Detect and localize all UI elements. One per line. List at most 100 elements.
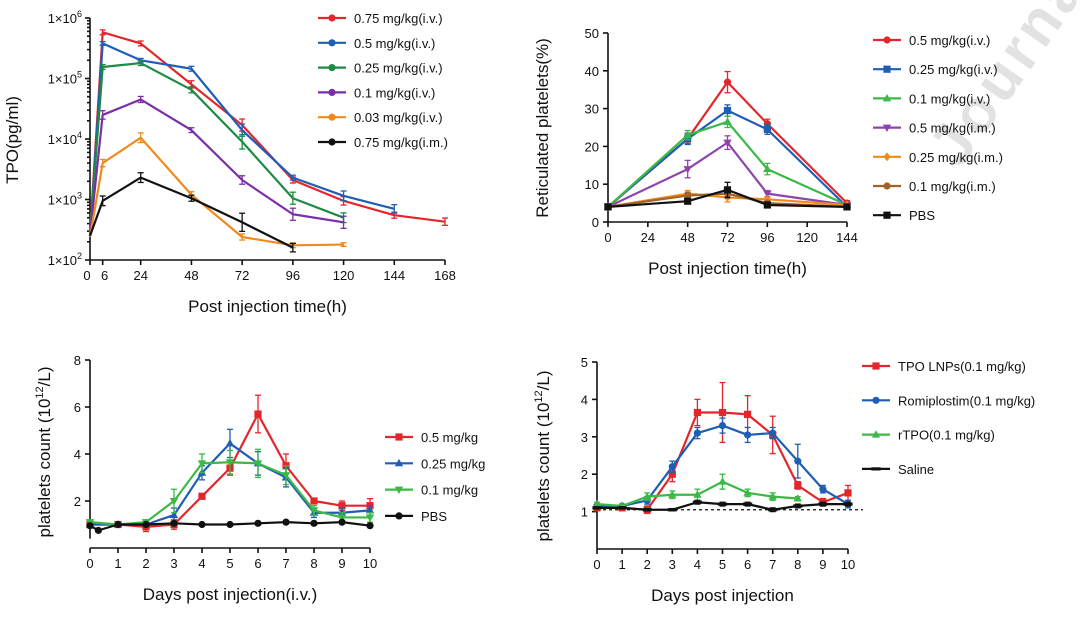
legend-label: 0.25 mg/kg(i.v.) xyxy=(909,62,998,77)
legend-item-saline: Saline xyxy=(862,462,934,477)
y-tick-label: 1×104 xyxy=(48,130,82,147)
legend-item-0-5-mg-kg-i-m: 0.5 mg/kg(i.m.) xyxy=(873,121,996,136)
data-point xyxy=(818,502,828,506)
legend-item-0-75-mg-kg-i-v: 0.75 mg/kg(i.v.) xyxy=(318,11,443,26)
legend-label: 0.5 mg/kg xyxy=(421,430,478,445)
legend-label: 0.03 mg/kg(i.v.) xyxy=(354,110,443,125)
x-tick-label: 2 xyxy=(644,557,651,572)
legend-swatch-marker xyxy=(882,94,892,102)
legend-item-0-25-mg-kg: 0.25 mg/kg xyxy=(385,456,485,471)
legend-label: 0.5 mg/kg(i.v.) xyxy=(909,33,990,48)
series-line xyxy=(88,61,344,234)
legend-item-pbs: PBS xyxy=(385,509,447,524)
y-tick-label: 5 xyxy=(581,355,588,370)
y-tick-label: 1 xyxy=(581,505,588,520)
x-tick-label: 6 xyxy=(744,557,751,572)
x-tick-label: 24 xyxy=(641,230,655,245)
x-tick-label: 120 xyxy=(333,268,355,283)
data-point xyxy=(338,502,346,510)
data-point xyxy=(693,408,701,417)
x-tick-label: 0 xyxy=(86,556,93,571)
x-tick-label: 96 xyxy=(760,230,774,245)
x-tick-label: 96 xyxy=(286,268,300,283)
x-tick-label: 144 xyxy=(383,268,405,283)
tpo-chart: 0 6 24 48 72 96 120 144 168 1×102 1×103 1×104 1×105 1… xyxy=(3,9,456,316)
data-point xyxy=(843,502,853,506)
series-saline xyxy=(592,499,853,513)
legend-swatch-marker xyxy=(328,138,336,146)
y-axis-label: TPO(pg/ml) xyxy=(3,96,22,184)
legend-label: TPO LNPs(0.1 mg/kg) xyxy=(898,359,1026,374)
legend-label: 0.1 mg/kg(i.v.) xyxy=(909,91,990,106)
data-point xyxy=(723,117,732,125)
legend-item-0-1-mg-kg-i-v: 0.1 mg/kg(i.v.) xyxy=(318,85,435,100)
x-tick-label: 1 xyxy=(618,557,625,572)
x-tick-label: 72 xyxy=(720,230,734,245)
data-point xyxy=(198,492,206,500)
legend-label: 0.25 mg/kg(i.m.) xyxy=(909,150,1003,165)
series-pbs xyxy=(604,181,851,211)
data-point xyxy=(142,520,150,529)
data-point xyxy=(844,489,852,497)
x-tick-label: 7 xyxy=(282,556,289,571)
legend-label: 0.1 mg/kg(i.m.) xyxy=(909,179,996,194)
data-point xyxy=(592,499,602,508)
legend-item-romiplostim-0-1-mg-kg: Romiplostim(0.1 mg/kg) xyxy=(862,393,1035,408)
data-point xyxy=(723,106,732,115)
y-tick-label: 8 xyxy=(74,353,81,368)
data-point xyxy=(253,460,263,468)
x-tick-label: 0 xyxy=(604,230,611,245)
legend-item-rtpo-0-1-mg-kg: rTPO(0.1 mg/kg) xyxy=(862,428,995,443)
data-point xyxy=(683,166,692,174)
legend-swatch-marker xyxy=(882,124,892,132)
data-point xyxy=(693,429,702,437)
legend-swatch-marker xyxy=(872,396,880,404)
legend-item-0-5-mg-kg-i-v: 0.5 mg/kg(i.v.) xyxy=(318,36,435,51)
data-point xyxy=(794,481,802,490)
legend-swatch-marker xyxy=(394,486,404,494)
legend-item-0-03-mg-kg-i-v: 0.03 mg/kg(i.v.) xyxy=(318,110,443,125)
data-point xyxy=(768,508,778,512)
data-point xyxy=(684,197,692,205)
data-point xyxy=(114,520,122,529)
data-point xyxy=(86,522,94,530)
data-point xyxy=(717,502,728,506)
series-0-5-mg-kg-i-v xyxy=(88,40,398,236)
legend-swatch-marker xyxy=(328,88,336,96)
x-tick-label: 7 xyxy=(769,557,776,572)
y-tick-label: 50 xyxy=(585,26,599,41)
data-point xyxy=(763,125,771,133)
x-tick-label: 10 xyxy=(841,557,855,572)
legend-item-pbs: PBS xyxy=(873,208,935,223)
x-tick-label: 3 xyxy=(669,557,676,572)
data-point xyxy=(668,470,676,478)
legend-swatch-marker xyxy=(883,65,891,73)
data-point xyxy=(365,506,375,514)
series-0-25-mg-kg xyxy=(85,428,375,528)
x-tick-label: 24 xyxy=(133,268,147,283)
x-tick-label: 48 xyxy=(680,230,694,245)
legend-label: Saline xyxy=(898,462,934,477)
data-point xyxy=(794,457,802,465)
data-point xyxy=(365,514,375,522)
data-point xyxy=(667,508,677,512)
data-point xyxy=(793,494,802,502)
x-tick-label: 10 xyxy=(363,556,377,571)
legend-swatch-marker xyxy=(883,211,891,219)
data-point xyxy=(198,520,206,529)
legend-label: 0.1 mg/kg(i.v.) xyxy=(354,85,435,100)
data-point xyxy=(338,518,346,526)
legend-label: 0.75 mg/kg(i.m.) xyxy=(354,135,448,150)
data-point xyxy=(743,502,753,506)
data-point xyxy=(763,190,772,199)
x-tick-label: 168 xyxy=(434,268,456,283)
data-point xyxy=(723,139,732,148)
data-point xyxy=(763,201,771,209)
data-point xyxy=(819,485,827,493)
x-tick-label: 6 xyxy=(101,268,108,283)
data-point xyxy=(793,504,803,508)
series-tpo-lnps-0-1-mg-kg xyxy=(593,381,852,515)
data-point xyxy=(225,439,235,447)
legend-item-tpo-lnps-0-1-mg-kg: TPO LNPs(0.1 mg/kg) xyxy=(862,359,1026,374)
